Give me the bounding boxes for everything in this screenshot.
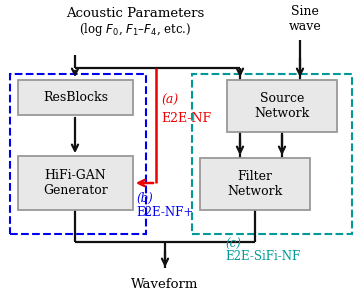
Text: Source
Network: Source Network [255,92,310,120]
Text: ResBlocks: ResBlocks [43,91,108,104]
Bar [192,74,352,234]
Bar [18,156,133,210]
Text: E2E-NF+: E2E-NF+ [136,206,193,219]
Text: HiFi-GAN
Generator: HiFi-GAN Generator [43,169,108,197]
Text: Filter
Network: Filter Network [228,170,283,198]
Bar [10,74,146,234]
Text: E2E-NF: E2E-NF [161,112,211,125]
Text: (log $F_0$, $F_1$–$F_4$, etc.): (log $F_0$, $F_1$–$F_4$, etc.) [79,21,191,38]
Text: (a): (a) [161,94,178,106]
Bar [18,80,133,115]
Text: Acoustic Parameters: Acoustic Parameters [66,7,204,20]
Text: (c): (c) [225,237,241,250]
Text: Sine
wave: Sine wave [289,5,321,33]
Bar [227,80,337,132]
Bar [200,158,310,210]
Text: (b): (b) [136,192,153,205]
Text: Waveform: Waveform [131,278,199,291]
Text: E2E-SiFi-NF: E2E-SiFi-NF [225,250,300,264]
